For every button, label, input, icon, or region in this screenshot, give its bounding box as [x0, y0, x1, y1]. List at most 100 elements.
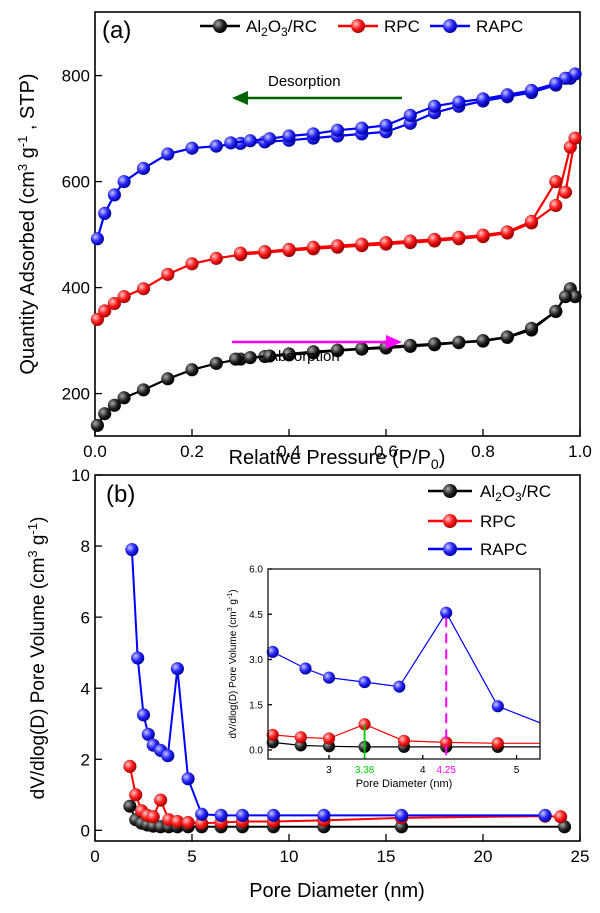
- series-al2o3rc-adsorption-point: [97, 406, 112, 421]
- series-al2o3rc-desorption-point: [549, 304, 563, 319]
- inset-series-rapc-point: [393, 680, 406, 693]
- panel-a-x-tick-label: 0.8: [471, 442, 495, 461]
- inset-x-tick-label: 4: [420, 765, 426, 776]
- inset-series-rpc-point: [322, 732, 336, 745]
- legend-label-al2o3rc: Al2O3/RC: [480, 482, 551, 504]
- series-rpc-adsorption-point: [136, 281, 151, 296]
- series-rpc-desorption-point: [452, 230, 466, 245]
- panel-b-x-tick-label: 20: [474, 847, 493, 866]
- series-al2o3rc-desorption-point: [500, 330, 515, 344]
- absorption-annotation: Absorption: [232, 335, 402, 365]
- series-al2o3rc-desorption-point: [243, 350, 257, 365]
- inset-x-axis-title: Pore Diameter (nm): [356, 778, 453, 790]
- inset-y-tick-label: 3.0: [249, 655, 263, 666]
- series-al2o3rc-adsorption-point: [209, 356, 224, 371]
- series-rpc-desorption-point: [549, 174, 563, 189]
- inset-frame: [267, 568, 541, 760]
- series-rapc-desorption-point: [549, 76, 563, 91]
- series-rpc-desorption-point: [233, 246, 248, 260]
- series-al2o3rc-desorption-point: [403, 338, 418, 353]
- legend-marker-al2o3rc: [213, 19, 227, 33]
- inset-y-tick-label: 6.0: [249, 565, 263, 576]
- panel-a-legend: Al2O3/RC RPC RAPC: [200, 17, 523, 39]
- inset-series-rapc-point: [439, 606, 453, 619]
- series-al2o3rc-desorption-point: [228, 352, 243, 366]
- series-rapc-adsorption-point: [136, 161, 151, 176]
- panel-a-isotherm-chart: 0.0 0.2 0.4 0.6 0.8 1.0 200 400 600 800 (a) Al2O3…: [15, 11, 592, 472]
- panel-b-x-tick-label: 10: [280, 847, 299, 866]
- series-rpc-adsorption-point: [117, 289, 131, 304]
- series-al2o3rc-desorption-point: [330, 343, 345, 357]
- series-rapc-desorption-point: [243, 134, 257, 148]
- series-rapc-adsorption-point: [97, 206, 112, 221]
- legend-marker-rapc: [443, 19, 457, 33]
- panel-b-legend: Al2O3/RC RPC RAPC: [428, 482, 551, 559]
- series-rapc-adsorption-point: [161, 147, 175, 161]
- series-rapc-desorption-point: [355, 121, 369, 135]
- series-al2o3rc-point: [123, 799, 137, 813]
- series-rapc-desorption-point: [452, 95, 466, 109]
- panel-a-y-axis-title: Quantity Adsorbed (cm3 g-1 , STP): [15, 73, 39, 374]
- inset-series-rpc-point: [397, 734, 411, 748]
- series-rapc-desorption-point: [282, 129, 296, 143]
- series-rapc-adsorption-point: [185, 141, 199, 155]
- series-rpc-adsorption-point: [107, 296, 122, 311]
- series-rapc-point: [194, 807, 209, 822]
- series-rpc-desorption-line: [240, 137, 577, 255]
- series-al2o3rc-adsorption-point: [161, 372, 175, 386]
- series-rapc-point: [136, 708, 151, 722]
- series-rpc-desorption-point: [568, 131, 582, 145]
- series-rpc-adsorption-point: [549, 198, 563, 213]
- inset-series-rapc-point: [266, 645, 279, 659]
- series-rpc-point: [553, 810, 568, 824]
- panel-b-y-tick-label: 10: [71, 466, 90, 485]
- panel-b-plot-frame: [94, 474, 581, 842]
- inset-y-tick-label: 1.5: [249, 700, 263, 711]
- series-rpc-desorption-point: [403, 234, 418, 248]
- series-rapc-adsorption-point: [117, 174, 131, 189]
- series-al2o3rc-desorption-point: [282, 347, 296, 361]
- series-rpc-desorption-point: [558, 185, 573, 199]
- panel-b-label: (b): [106, 481, 135, 508]
- panel-b-axis-ticks: 0 5 10 15 20 25 0 2 4 6 8 10: [71, 466, 589, 866]
- series-rpc-adsorption-point: [161, 267, 175, 282]
- inset-mark-3-38-label: 3.38: [355, 765, 375, 776]
- series-rapc-desorption-point: [262, 131, 277, 146]
- panel-a-label: (a): [102, 17, 131, 44]
- panel-a-y-tick-label: 400: [62, 279, 90, 298]
- series-rapc-point: [181, 772, 195, 786]
- panel-a-x-tick-label: 0.0: [83, 442, 107, 461]
- legend-marker-rapc: [443, 542, 457, 556]
- series-rapc-adsorption-point: [90, 232, 105, 246]
- series-al2o3rc-desorption-point: [524, 321, 539, 336]
- desorption-label: Desorption: [268, 73, 341, 90]
- legend-marker-al2o3rc: [443, 484, 457, 498]
- series-rpc-desorption-point: [258, 244, 272, 259]
- series-rpc-adsorption-point: [90, 312, 105, 327]
- legend-label-rpc: RPC: [480, 512, 516, 531]
- series-rapc-desorption-point: [330, 123, 345, 137]
- inset-mark-4-25-label: 4.25: [436, 765, 456, 776]
- desorption-arrowhead: [232, 91, 248, 105]
- series-rpc-desorption-point: [476, 228, 490, 242]
- inset-chart: 3 4 5 0.0 1.5 3.0 4.5 6.0 3.38 4.25 Pore Diameter…: [227, 565, 541, 790]
- series-al2o3rc-desorption-point: [262, 349, 277, 363]
- series-rapc-point: [130, 651, 145, 665]
- panel-b-y-tick-label: 0: [81, 821, 90, 840]
- series-al2o3rc-adsorption-point: [90, 418, 105, 433]
- inset-series-rpc-point: [294, 731, 308, 744]
- legend-label-rapc: RAPC: [476, 17, 523, 36]
- panel-b-x-tick-label: 5: [187, 847, 196, 866]
- series-al2o3rc-desorption-point: [476, 333, 490, 348]
- series-rpc-desorption-point: [524, 214, 539, 229]
- panel-b-x-tick-label: 15: [377, 847, 396, 866]
- series-rapc-desorption-point: [427, 99, 442, 114]
- inset-x-tick-label: 5: [514, 765, 520, 776]
- series-al2o3rc-adsorption-point: [136, 383, 151, 397]
- panel-a-x-tick-label: 0.2: [180, 442, 204, 461]
- series-rpc-point: [123, 759, 137, 774]
- series-al2o3rc-desorption-point: [452, 335, 466, 349]
- panel-a-axis-ticks: 0.0 0.2 0.4 0.6 0.8 1.0 200 400 600 800: [62, 67, 592, 461]
- series-rapc-desorption-point: [379, 118, 393, 133]
